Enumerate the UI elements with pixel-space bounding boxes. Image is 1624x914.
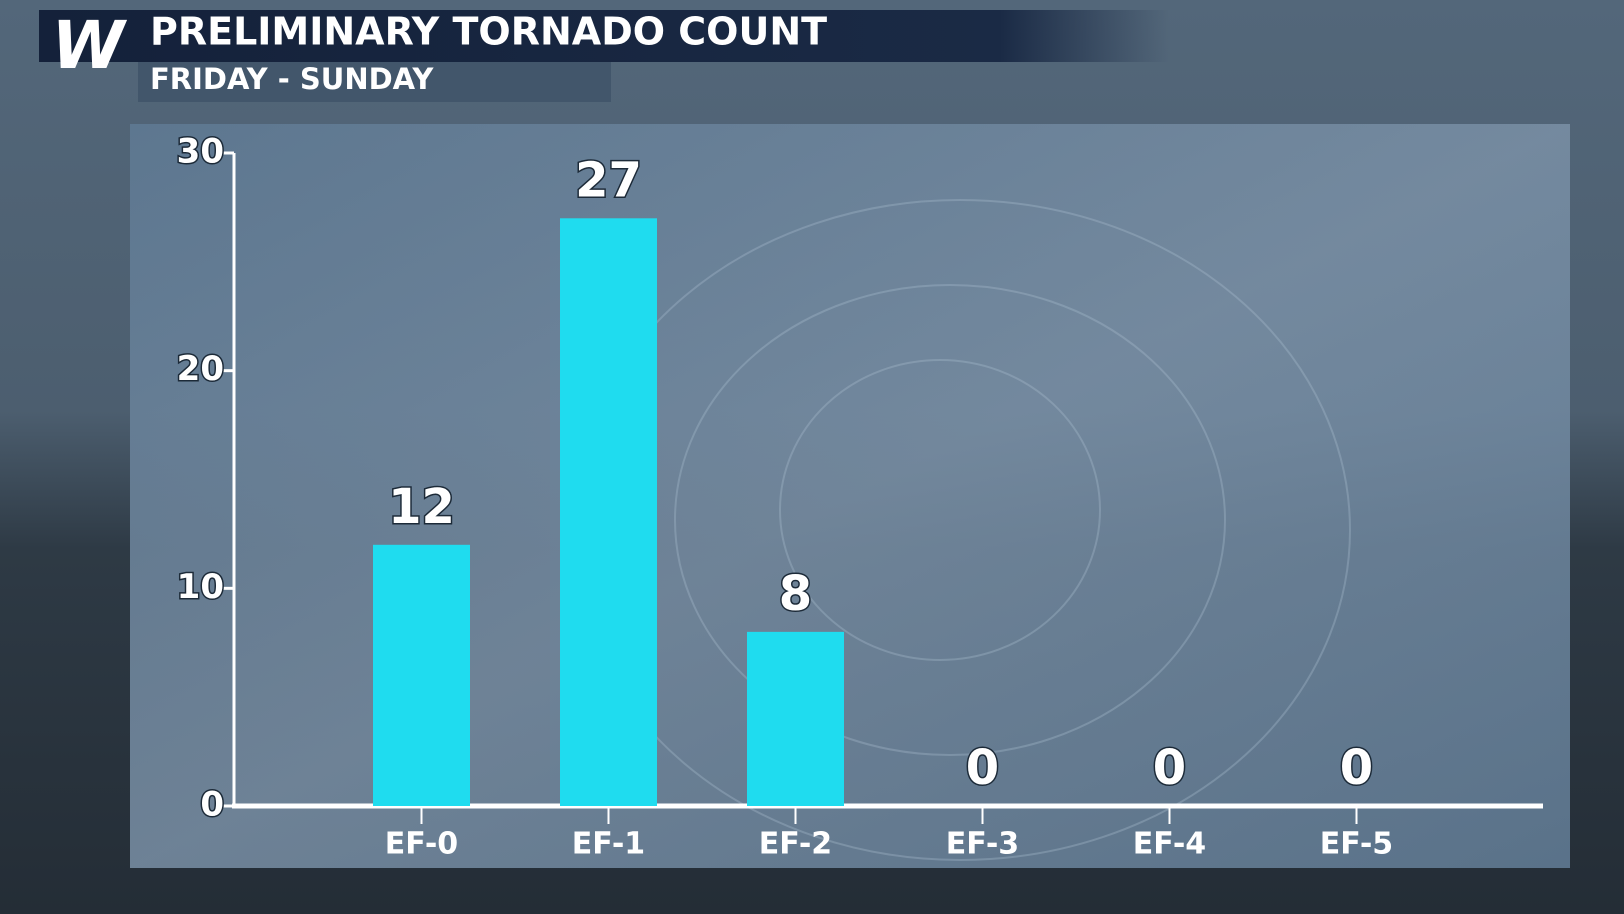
x-tick-label: EF-2 bbox=[759, 827, 832, 862]
value-label: 8 bbox=[779, 566, 812, 622]
value-label: 0 bbox=[966, 740, 999, 796]
value-label: 0 bbox=[1153, 740, 1186, 796]
title-bar bbox=[39, 10, 1169, 62]
bar bbox=[560, 218, 657, 807]
value-label: 27 bbox=[575, 152, 642, 208]
x-tick-label: EF-0 bbox=[385, 827, 458, 862]
x-tick-label: EF-3 bbox=[946, 827, 1019, 862]
bar bbox=[747, 631, 844, 806]
chart-title: PRELIMINARY TORNADO COUNT bbox=[150, 10, 827, 54]
x-tick-label: EF-4 bbox=[1133, 827, 1206, 862]
x-tick-label: EF-1 bbox=[572, 827, 645, 862]
chart-subtitle: FRIDAY - SUNDAY bbox=[150, 62, 434, 96]
value-label: 12 bbox=[388, 479, 455, 535]
x-tick-label: EF-5 bbox=[1320, 827, 1393, 862]
y-tick-label: 20 bbox=[177, 349, 224, 389]
subtitle-bar bbox=[138, 62, 611, 102]
y-tick-label: 30 bbox=[177, 132, 224, 172]
y-tick-label: 10 bbox=[177, 567, 224, 607]
y-tick-label: 0 bbox=[200, 785, 224, 825]
chart-panel bbox=[130, 124, 1570, 868]
logo: W bbox=[52, 7, 128, 84]
bar bbox=[373, 544, 470, 806]
value-label: 0 bbox=[1340, 740, 1373, 796]
